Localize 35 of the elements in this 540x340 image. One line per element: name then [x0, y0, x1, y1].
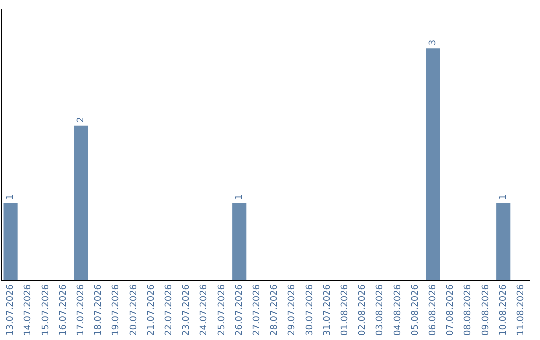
- data-label: 1: [498, 194, 509, 200]
- x-tick-label: 23.07.2026: [182, 284, 192, 336]
- x-tick-label: 16.07.2026: [58, 284, 69, 336]
- x-tick-label: 01.08.2026: [340, 284, 351, 336]
- x-tick-label: 31.07.2026: [322, 284, 333, 336]
- x-tick-label: 17.07.2026: [76, 284, 87, 336]
- x-tick-label: 09.08.2026: [481, 284, 492, 336]
- x-tick-label: 26.07.2026: [234, 284, 245, 336]
- x-tick-label: 30.07.2026: [305, 284, 316, 336]
- x-tick-label: 07.08.2026: [446, 284, 456, 336]
- data-label: 3: [428, 40, 439, 46]
- x-tick-label: 27.07.2026: [252, 284, 263, 336]
- x-tick-label: 13.07.2026: [6, 284, 16, 336]
- x-tick-label: 02.08.2026: [358, 284, 368, 336]
- x-tick-label: 04.08.2026: [393, 284, 404, 336]
- x-tick-label: 10.08.2026: [498, 284, 509, 336]
- x-tick-label: 19.07.2026: [112, 284, 122, 336]
- data-label: 1: [6, 194, 16, 200]
- data-label: 2: [76, 117, 87, 123]
- x-tick-label: 28.07.2026: [270, 284, 280, 336]
- data-label: 1: [234, 194, 245, 200]
- x-tick-label: 11.08.2026: [516, 284, 527, 336]
- x-tick-label: 08.08.2026: [464, 284, 474, 336]
- x-tick-label: 24.07.2026: [200, 284, 210, 336]
- x-tick-label: 29.07.2026: [288, 284, 298, 336]
- x-tick-label: 06.08.2026: [428, 284, 439, 336]
- x-tick-label: 05.08.2026: [410, 284, 421, 336]
- x-tick-label: 20.07.2026: [129, 284, 140, 336]
- x-tick-label: 21.07.2026: [146, 284, 157, 336]
- x-tick-label: 14.07.2026: [24, 284, 34, 336]
- x-tick-label: 15.07.2026: [41, 284, 52, 336]
- x-tick-label: 22.07.2026: [164, 284, 175, 336]
- x-tick-label: 25.07.2026: [217, 284, 228, 336]
- x-tick-label: 18.07.2026: [94, 284, 104, 336]
- x-tick-label: 03.08.2026: [376, 284, 386, 336]
